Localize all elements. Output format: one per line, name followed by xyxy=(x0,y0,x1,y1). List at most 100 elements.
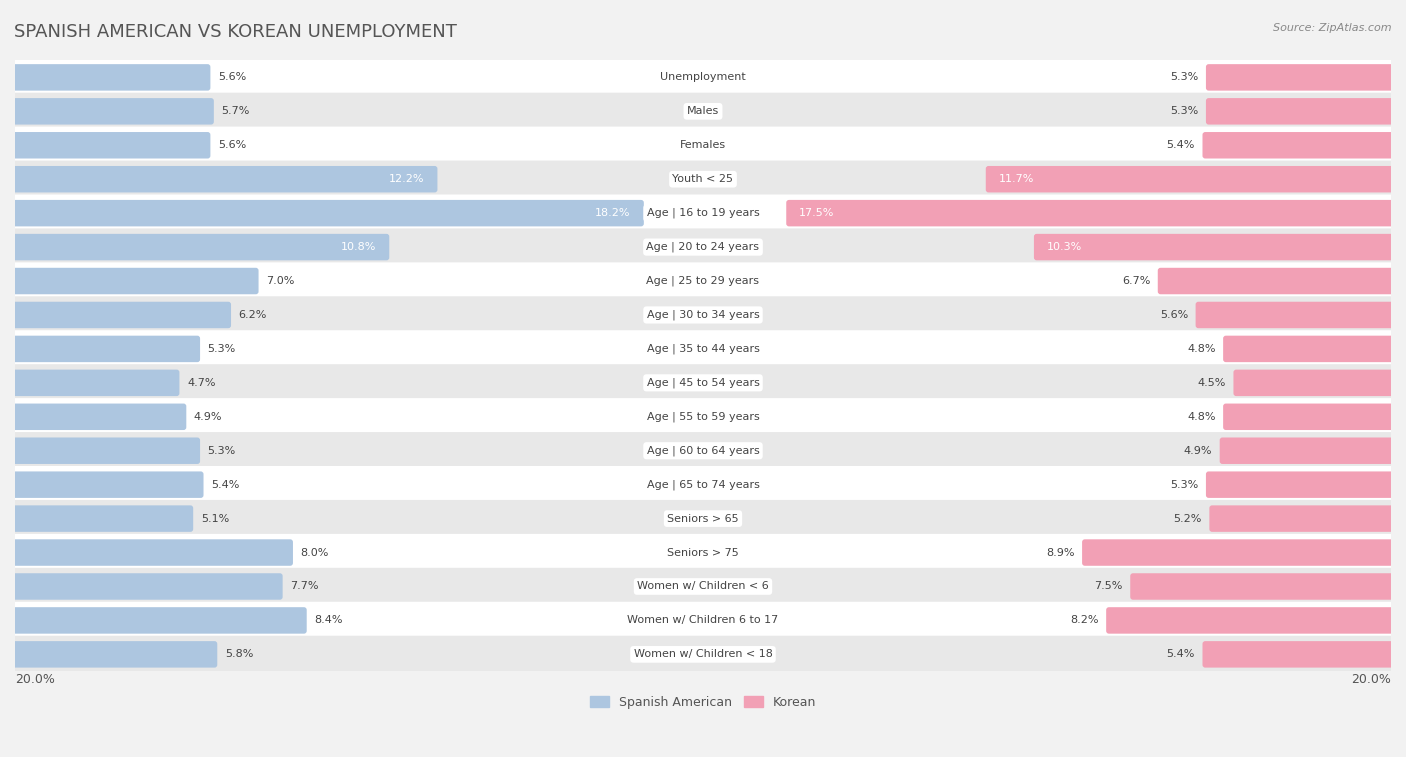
Text: 7.0%: 7.0% xyxy=(266,276,294,286)
FancyBboxPatch shape xyxy=(13,98,214,125)
FancyBboxPatch shape xyxy=(13,403,187,430)
FancyBboxPatch shape xyxy=(13,296,1393,334)
Text: 10.8%: 10.8% xyxy=(340,242,377,252)
Text: Youth < 25: Youth < 25 xyxy=(672,174,734,184)
FancyBboxPatch shape xyxy=(13,330,1393,368)
FancyBboxPatch shape xyxy=(13,263,1393,300)
FancyBboxPatch shape xyxy=(1223,403,1393,430)
FancyBboxPatch shape xyxy=(1209,506,1393,532)
Text: 5.2%: 5.2% xyxy=(1174,513,1202,524)
Text: 8.4%: 8.4% xyxy=(315,615,343,625)
FancyBboxPatch shape xyxy=(1157,268,1393,294)
Text: 10.3%: 10.3% xyxy=(1047,242,1083,252)
FancyBboxPatch shape xyxy=(13,607,307,634)
FancyBboxPatch shape xyxy=(1202,641,1393,668)
FancyBboxPatch shape xyxy=(13,268,259,294)
Text: Females: Females xyxy=(681,140,725,151)
FancyBboxPatch shape xyxy=(13,132,211,158)
Text: 4.8%: 4.8% xyxy=(1187,412,1216,422)
FancyBboxPatch shape xyxy=(1202,132,1393,158)
Text: Age | 55 to 59 years: Age | 55 to 59 years xyxy=(647,412,759,422)
Text: 4.8%: 4.8% xyxy=(1187,344,1216,354)
FancyBboxPatch shape xyxy=(1206,472,1393,498)
Text: 11.7%: 11.7% xyxy=(998,174,1035,184)
Text: Age | 45 to 54 years: Age | 45 to 54 years xyxy=(647,378,759,388)
FancyBboxPatch shape xyxy=(13,534,1393,572)
Text: 4.9%: 4.9% xyxy=(1184,446,1212,456)
Text: 5.3%: 5.3% xyxy=(1170,106,1198,117)
Text: SPANISH AMERICAN VS KOREAN UNEMPLOYMENT: SPANISH AMERICAN VS KOREAN UNEMPLOYMENT xyxy=(14,23,457,41)
FancyBboxPatch shape xyxy=(13,160,1393,198)
FancyBboxPatch shape xyxy=(13,641,218,668)
Text: 8.2%: 8.2% xyxy=(1070,615,1098,625)
Text: Age | 20 to 24 years: Age | 20 to 24 years xyxy=(647,241,759,252)
Text: Age | 25 to 29 years: Age | 25 to 29 years xyxy=(647,276,759,286)
FancyBboxPatch shape xyxy=(13,229,1393,266)
FancyBboxPatch shape xyxy=(13,636,1393,673)
FancyBboxPatch shape xyxy=(1206,64,1393,91)
Text: 5.1%: 5.1% xyxy=(201,513,229,524)
Text: 5.3%: 5.3% xyxy=(1170,73,1198,83)
Text: Age | 60 to 64 years: Age | 60 to 64 years xyxy=(647,445,759,456)
Text: 5.4%: 5.4% xyxy=(1167,650,1195,659)
FancyBboxPatch shape xyxy=(1206,98,1393,125)
Text: 5.4%: 5.4% xyxy=(1167,140,1195,151)
FancyBboxPatch shape xyxy=(13,369,180,396)
FancyBboxPatch shape xyxy=(1130,573,1393,600)
FancyBboxPatch shape xyxy=(13,302,231,329)
Text: 5.7%: 5.7% xyxy=(221,106,250,117)
FancyBboxPatch shape xyxy=(13,195,1393,232)
Text: 18.2%: 18.2% xyxy=(595,208,631,218)
Text: Age | 30 to 34 years: Age | 30 to 34 years xyxy=(647,310,759,320)
FancyBboxPatch shape xyxy=(13,539,292,565)
FancyBboxPatch shape xyxy=(13,602,1393,639)
FancyBboxPatch shape xyxy=(1223,335,1393,362)
FancyBboxPatch shape xyxy=(13,126,1393,164)
Text: Males: Males xyxy=(688,106,718,117)
Text: 5.8%: 5.8% xyxy=(225,650,253,659)
FancyBboxPatch shape xyxy=(986,166,1393,192)
FancyBboxPatch shape xyxy=(13,234,389,260)
FancyBboxPatch shape xyxy=(1195,302,1393,329)
FancyBboxPatch shape xyxy=(13,398,1393,435)
FancyBboxPatch shape xyxy=(1107,607,1393,634)
Text: 17.5%: 17.5% xyxy=(800,208,835,218)
Legend: Spanish American, Korean: Spanish American, Korean xyxy=(585,691,821,714)
Text: Source: ZipAtlas.com: Source: ZipAtlas.com xyxy=(1274,23,1392,33)
Text: Age | 16 to 19 years: Age | 16 to 19 years xyxy=(647,208,759,219)
FancyBboxPatch shape xyxy=(13,573,283,600)
FancyBboxPatch shape xyxy=(13,166,437,192)
FancyBboxPatch shape xyxy=(786,200,1393,226)
FancyBboxPatch shape xyxy=(1033,234,1393,260)
FancyBboxPatch shape xyxy=(1233,369,1393,396)
FancyBboxPatch shape xyxy=(13,466,1393,503)
FancyBboxPatch shape xyxy=(13,506,193,532)
FancyBboxPatch shape xyxy=(13,92,1393,130)
Text: 8.0%: 8.0% xyxy=(301,547,329,558)
Text: Seniors > 65: Seniors > 65 xyxy=(668,513,738,524)
FancyBboxPatch shape xyxy=(13,335,200,362)
Text: Seniors > 75: Seniors > 75 xyxy=(666,547,740,558)
Text: Women w/ Children 6 to 17: Women w/ Children 6 to 17 xyxy=(627,615,779,625)
Text: 5.3%: 5.3% xyxy=(1170,480,1198,490)
FancyBboxPatch shape xyxy=(13,364,1393,401)
FancyBboxPatch shape xyxy=(13,568,1393,605)
Text: Women w/ Children < 6: Women w/ Children < 6 xyxy=(637,581,769,591)
Text: 5.4%: 5.4% xyxy=(211,480,239,490)
Text: 7.5%: 7.5% xyxy=(1094,581,1122,591)
Text: Age | 65 to 74 years: Age | 65 to 74 years xyxy=(647,479,759,490)
FancyBboxPatch shape xyxy=(13,64,211,91)
Text: 20.0%: 20.0% xyxy=(15,673,55,686)
FancyBboxPatch shape xyxy=(13,200,644,226)
Text: 5.3%: 5.3% xyxy=(208,344,236,354)
FancyBboxPatch shape xyxy=(13,432,1393,469)
Text: Women w/ Children < 18: Women w/ Children < 18 xyxy=(634,650,772,659)
FancyBboxPatch shape xyxy=(13,59,1393,96)
Text: Unemployment: Unemployment xyxy=(661,73,745,83)
Text: 7.7%: 7.7% xyxy=(290,581,319,591)
FancyBboxPatch shape xyxy=(13,472,204,498)
Text: 5.6%: 5.6% xyxy=(218,73,246,83)
Text: Age | 35 to 44 years: Age | 35 to 44 years xyxy=(647,344,759,354)
Text: 12.2%: 12.2% xyxy=(389,174,425,184)
FancyBboxPatch shape xyxy=(1083,539,1393,565)
